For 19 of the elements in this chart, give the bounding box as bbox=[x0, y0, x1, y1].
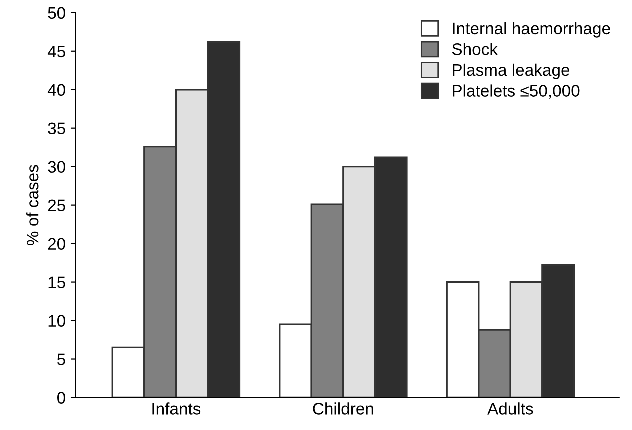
legend-label: Shock bbox=[452, 43, 498, 56]
y-tick-label: 10 bbox=[48, 315, 66, 327]
legend-label: Plasma leakage bbox=[453, 64, 570, 80]
y-tick-label: 15 bbox=[48, 276, 66, 288]
x-tick-label: Adults bbox=[488, 402, 534, 415]
y-tick-label: 0 bbox=[58, 392, 66, 404]
y-tick-label: 40 bbox=[48, 84, 66, 96]
legend-label: Platelets ≤50,000 bbox=[453, 84, 580, 99]
legend-label: Internal haemorrhage bbox=[453, 22, 610, 38]
y-tick-label: 35 bbox=[48, 122, 66, 135]
y-tick-label: 5 bbox=[58, 354, 66, 366]
y-tick-label: 25 bbox=[48, 200, 66, 212]
x-tick-label: Children bbox=[313, 402, 374, 415]
y-tick-label: 30 bbox=[48, 161, 66, 174]
y-tick-label: 45 bbox=[48, 46, 66, 58]
x-tick-label: Infants bbox=[152, 402, 201, 415]
y-tick-label: 50 bbox=[48, 7, 66, 20]
y-axis-title: % of cases bbox=[26, 165, 39, 246]
y-tick-label: 20 bbox=[48, 238, 66, 250]
